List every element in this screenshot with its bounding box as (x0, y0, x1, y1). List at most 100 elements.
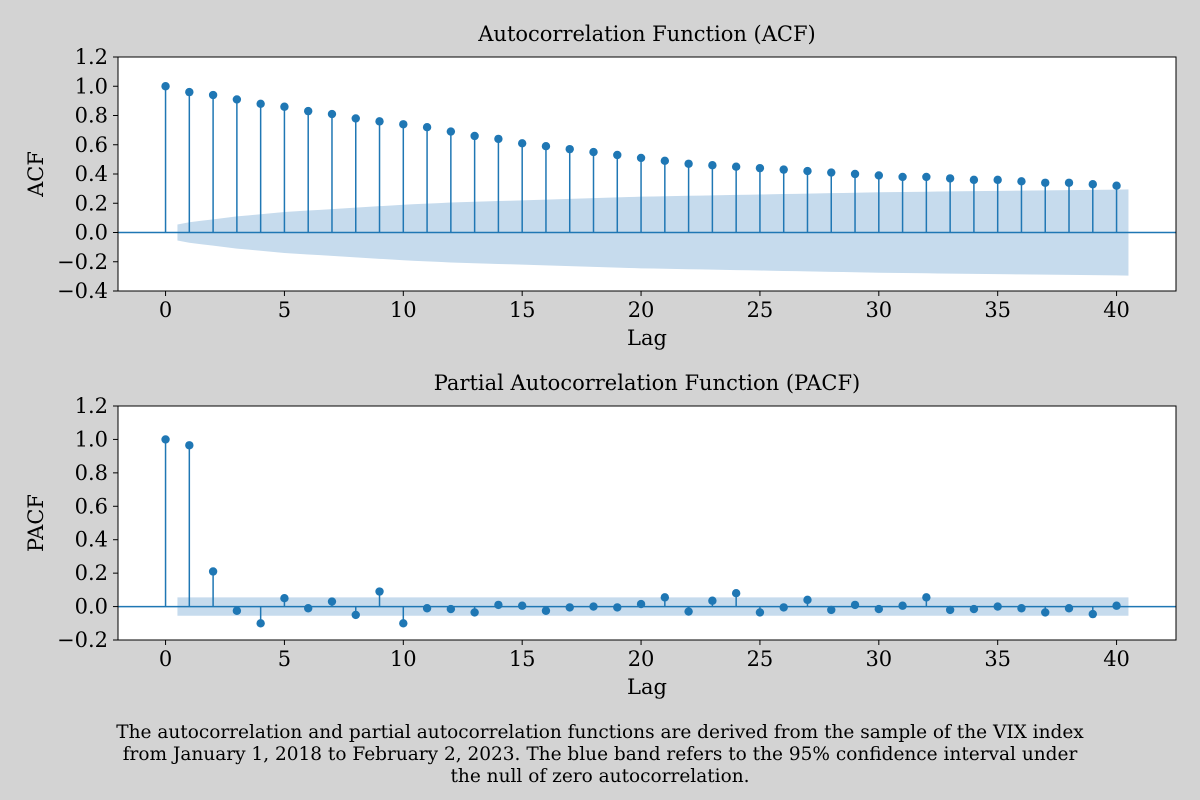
y-tick-label: 1.2 (75, 394, 108, 418)
caption-line: from January 1, 2018 to February 2, 2023… (122, 744, 1078, 765)
y-tick-label: 0.4 (75, 528, 108, 552)
x-tick-label: 15 (509, 298, 536, 322)
x-tick-label: 30 (865, 647, 892, 671)
stem-marker (517, 601, 527, 610)
stem-marker (1064, 604, 1074, 613)
stem-marker (1088, 180, 1097, 189)
stem-marker (327, 109, 337, 119)
x-tick-label: 15 (509, 647, 536, 671)
stem-marker (470, 131, 479, 141)
stem-marker (208, 90, 218, 100)
stem-marker (1041, 608, 1050, 617)
stem-marker (399, 619, 408, 628)
stem-marker (375, 117, 384, 126)
y-tick-label: −0.4 (57, 279, 108, 303)
chart-title: Partial Autocorrelation Function (PACF) (434, 371, 861, 395)
x-tick-label: 20 (628, 298, 655, 322)
x-tick-label: 5 (278, 647, 291, 671)
caption-line: the null of zero autocorrelation. (450, 766, 750, 787)
stem-marker (850, 600, 860, 610)
stem-marker (1112, 601, 1121, 610)
x-tick-label: 35 (984, 647, 1011, 671)
stem-marker (898, 172, 907, 182)
stem-marker (613, 603, 622, 612)
y-tick-label: 0.4 (75, 162, 108, 186)
stem-marker (1112, 181, 1121, 190)
stem-marker (256, 99, 265, 109)
stem-marker (755, 163, 765, 173)
stem-marker (446, 127, 456, 136)
x-axis-label: Lag (627, 675, 667, 699)
y-axis-label: ACF (24, 151, 48, 198)
x-tick-label: 25 (747, 647, 774, 671)
stem-marker (636, 599, 646, 609)
x-tick-label: 20 (628, 647, 655, 671)
stem-marker (446, 604, 456, 614)
x-tick-label: 40 (1103, 647, 1130, 671)
stem-marker (803, 595, 812, 605)
stem-marker (827, 168, 836, 177)
stem-marker (351, 114, 360, 123)
stem-marker (993, 175, 1002, 185)
y-axis-label: PACF (24, 494, 48, 552)
stem-marker (898, 601, 907, 610)
stem-marker (185, 441, 194, 450)
stem-marker (969, 175, 979, 185)
y-tick-label: 1.0 (75, 427, 108, 451)
y-tick-label: 1.0 (75, 74, 108, 98)
stem-marker (803, 166, 812, 176)
stem-marker (161, 82, 170, 91)
stem-marker (660, 156, 670, 166)
stem-marker (422, 604, 432, 613)
stem-marker (589, 147, 598, 157)
stem-marker (922, 593, 931, 602)
stem-marker (232, 95, 242, 104)
acf-panel: 0 5 10 15 20 25 30 35 40 −0.4 −0.2 0.0 0.2 0.4 0.6 0.8 1… (24, 22, 1177, 350)
stem-marker (327, 597, 337, 606)
stem-marker (208, 567, 218, 576)
stem-marker (256, 619, 265, 628)
stem-marker (232, 606, 242, 615)
x-tick-label: 30 (865, 298, 892, 322)
y-tick-label: 0.8 (75, 104, 108, 128)
stem-marker (874, 604, 884, 614)
stem-marker (922, 172, 931, 182)
stem-marker (161, 435, 170, 444)
stem-marker (541, 606, 551, 615)
stem-marker (517, 139, 527, 148)
stem-marker (280, 594, 289, 603)
stem-marker (470, 608, 479, 617)
stem-marker (494, 134, 503, 144)
x-tick-label: 40 (1103, 298, 1130, 322)
x-tick-label: 0 (159, 647, 172, 671)
stem-marker (1088, 609, 1097, 619)
stem-marker (874, 171, 884, 180)
stem-marker (280, 102, 289, 111)
stem-marker (422, 123, 432, 132)
stem-marker (636, 153, 646, 163)
y-tick-label: 0.8 (75, 461, 108, 485)
stem-marker (969, 604, 979, 614)
stem-marker (304, 604, 313, 613)
y-tick-label: −0.2 (57, 250, 108, 274)
stem-marker (1064, 178, 1074, 187)
y-tick-label: 0.2 (75, 561, 108, 585)
stem-marker (993, 602, 1002, 611)
stem-marker (684, 159, 693, 168)
stem-marker (945, 605, 955, 615)
x-tick-label: 25 (747, 298, 774, 322)
stem-marker (1041, 178, 1050, 187)
stem-marker (589, 602, 598, 611)
y-tick-label: 0.0 (75, 221, 108, 245)
stem-marker (304, 106, 313, 116)
stem-marker (1017, 177, 1026, 186)
stem-marker (399, 120, 408, 129)
stem-marker (541, 142, 551, 151)
x-tick-label: 35 (984, 298, 1011, 322)
y-tick-label: 0.6 (75, 494, 108, 518)
x-axis-label: Lag (627, 326, 667, 350)
chart-title: Autocorrelation Function (ACF) (477, 22, 816, 46)
figure-caption: The autocorrelation and partial autocorr… (0, 722, 1200, 788)
stem-marker (660, 593, 670, 602)
stem-marker (613, 150, 622, 160)
